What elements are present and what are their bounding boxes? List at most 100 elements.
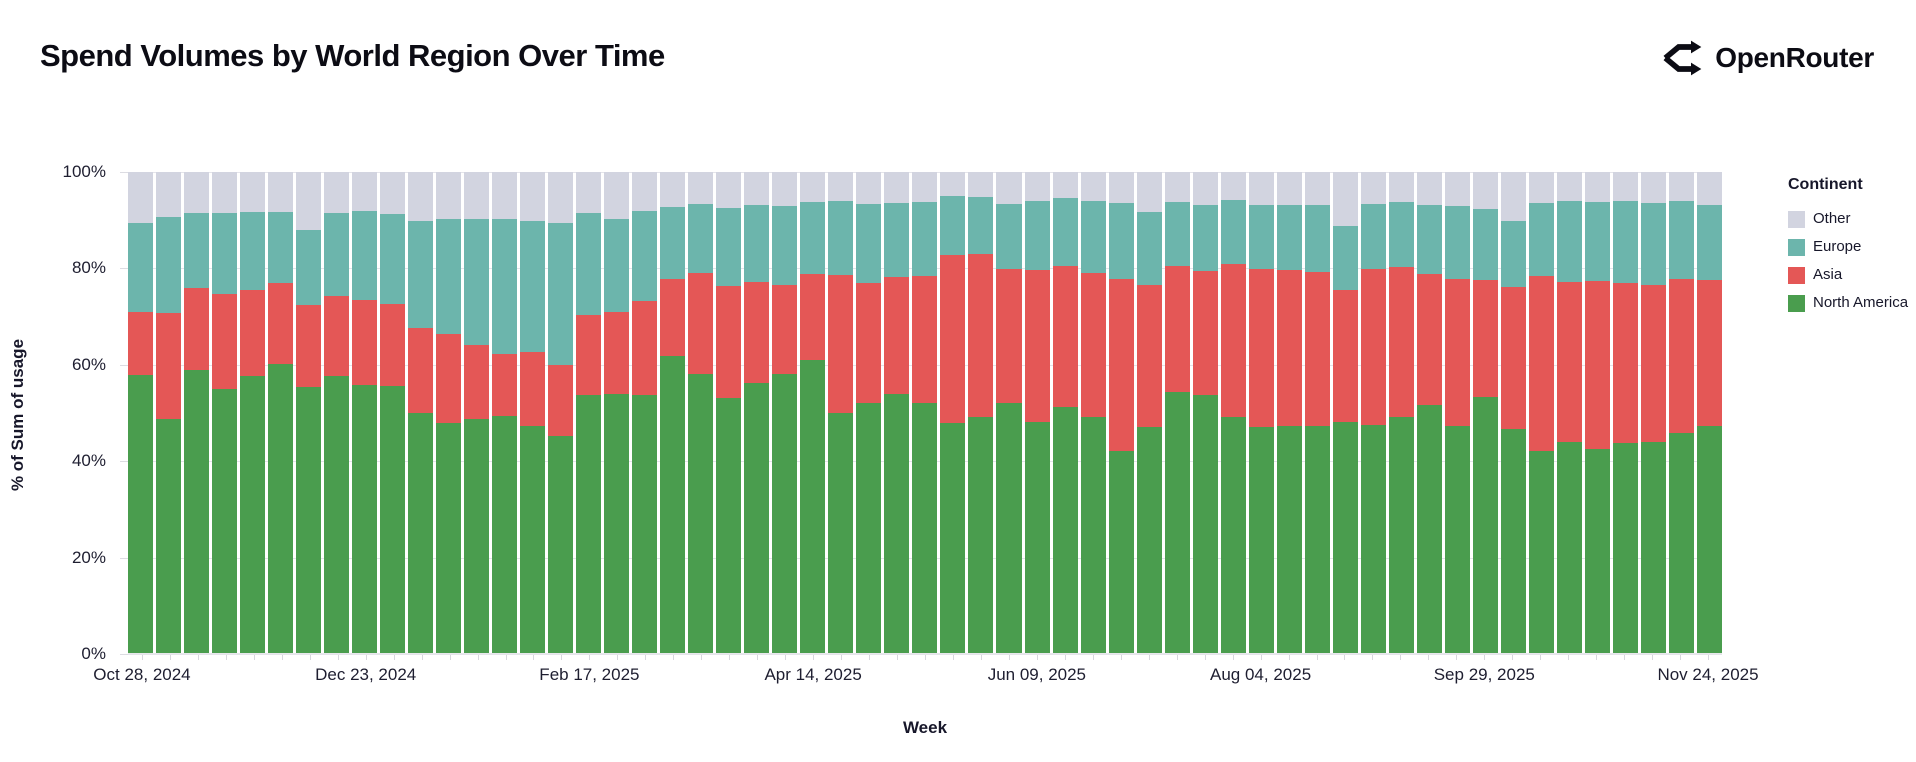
bar-segment-asia[interactable] [576, 315, 602, 396]
bar-segment-asia[interactable] [212, 294, 238, 389]
bar-segment-europe[interactable] [1304, 205, 1330, 272]
bar-segment-asia[interactable] [324, 296, 350, 377]
bar-segment-other[interactable] [1612, 172, 1638, 202]
bar-segment-europe[interactable] [296, 230, 322, 306]
bar-segment-asia[interactable] [1388, 266, 1414, 418]
bar-segment-other[interactable] [1220, 172, 1246, 200]
bar-segment-north-america[interactable] [1388, 417, 1414, 653]
bar-segment-north-america[interactable] [856, 402, 882, 653]
bar-segment-asia[interactable] [1472, 279, 1498, 398]
bar-segment-asia[interactable] [1220, 263, 1246, 418]
bar-segment-other[interactable] [1500, 172, 1526, 221]
bar-segment-north-america[interactable] [240, 376, 266, 653]
bar-segment-europe[interactable] [324, 212, 350, 297]
bar-segment-asia[interactable] [1276, 269, 1302, 426]
bar-segment-other[interactable] [1248, 172, 1274, 205]
bar-segment-north-america[interactable] [968, 417, 994, 653]
bar-segment-asia[interactable] [548, 364, 574, 436]
bar-segment-north-america[interactable] [1024, 421, 1050, 653]
bar-segment-north-america[interactable] [548, 435, 574, 653]
bar-segment-other[interactable] [1164, 172, 1190, 202]
bar-segment-asia[interactable] [1444, 278, 1470, 426]
bar-segment-europe[interactable] [1668, 201, 1694, 279]
bar-segment-asia[interactable] [968, 254, 994, 418]
bar-segment-other[interactable] [156, 172, 182, 218]
bar-segment-north-america[interactable] [520, 426, 546, 653]
bar-segment-north-america[interactable] [184, 370, 210, 653]
bar-segment-europe[interactable] [1500, 220, 1526, 287]
bar-segment-other[interactable] [1360, 172, 1386, 204]
bar-segment-other[interactable] [1304, 172, 1330, 206]
bar-segment-europe[interactable] [464, 219, 490, 345]
bar-segment-other[interactable] [1276, 172, 1302, 206]
bar-segment-asia[interactable] [1248, 269, 1274, 427]
bar-segment-other[interactable] [1192, 172, 1218, 206]
bar-segment-north-america[interactable] [1108, 450, 1134, 653]
bar-segment-asia[interactable] [744, 282, 770, 384]
bar-segment-north-america[interactable] [212, 388, 238, 653]
bar-segment-other[interactable] [464, 172, 490, 220]
bar-segment-asia[interactable] [1640, 284, 1666, 442]
bar-segment-north-america[interactable] [1276, 425, 1302, 653]
bar-segment-north-america[interactable] [912, 403, 938, 653]
bar-segment-asia[interactable] [156, 313, 182, 420]
bar-segment-asia[interactable] [660, 278, 686, 356]
bar-segment-europe[interactable] [688, 203, 714, 273]
bar-segment-europe[interactable] [1612, 201, 1638, 284]
bar-segment-asia[interactable] [1304, 271, 1330, 426]
bar-segment-north-america[interactable] [688, 374, 714, 653]
bar-segment-north-america[interactable] [1640, 441, 1666, 653]
bar-segment-north-america[interactable] [1248, 426, 1274, 653]
bar-segment-north-america[interactable] [1696, 425, 1722, 653]
bar-segment-other[interactable] [576, 172, 602, 214]
bar-segment-asia[interactable] [1360, 269, 1386, 425]
bar-segment-north-america[interactable] [1136, 427, 1162, 653]
bar-segment-europe[interactable] [1528, 202, 1554, 277]
bar-segment-asia[interactable] [436, 333, 462, 423]
bar-segment-asia[interactable] [1024, 269, 1050, 422]
bar-segment-asia[interactable] [1556, 282, 1582, 442]
bar-segment-north-america[interactable] [1052, 406, 1078, 653]
bar-segment-north-america[interactable] [1584, 449, 1610, 653]
bar-segment-other[interactable] [828, 172, 854, 202]
bar-segment-other[interactable] [520, 172, 546, 222]
bar-segment-asia[interactable] [296, 305, 322, 388]
bar-segment-europe[interactable] [1024, 201, 1050, 270]
bar-segment-other[interactable] [380, 172, 406, 215]
bar-segment-other[interactable] [1556, 172, 1582, 202]
bar-segment-asia[interactable] [492, 353, 518, 416]
bar-segment-other[interactable] [772, 172, 798, 207]
bar-segment-other[interactable] [996, 172, 1022, 204]
bar-segment-asia[interactable] [1668, 278, 1694, 433]
bar-segment-north-america[interactable] [156, 419, 182, 653]
bar-segment-north-america[interactable] [1164, 392, 1190, 653]
bar-segment-asia[interactable] [1500, 286, 1526, 429]
bar-segment-europe[interactable] [156, 217, 182, 314]
bar-segment-north-america[interactable] [772, 374, 798, 653]
bar-segment-other[interactable] [744, 172, 770, 206]
bar-segment-europe[interactable] [1472, 208, 1498, 280]
bar-segment-asia[interactable] [800, 273, 826, 360]
bar-segment-asia[interactable] [1052, 265, 1078, 407]
bar-segment-europe[interactable] [1696, 204, 1722, 280]
bar-segment-north-america[interactable] [884, 394, 910, 653]
bar-segment-asia[interactable] [1164, 265, 1190, 393]
bar-segment-other[interactable] [884, 172, 910, 203]
bar-segment-europe[interactable] [184, 213, 210, 288]
bar-segment-europe[interactable] [828, 201, 854, 276]
bar-segment-north-america[interactable] [1332, 422, 1358, 653]
bar-segment-other[interactable] [492, 172, 518, 219]
bar-segment-europe[interactable] [912, 201, 938, 277]
bar-segment-asia[interactable] [1612, 283, 1638, 443]
bar-segment-north-america[interactable] [492, 415, 518, 653]
bar-segment-asia[interactable] [352, 299, 378, 385]
bar-segment-north-america[interactable] [268, 364, 294, 653]
bar-segment-other[interactable] [1052, 172, 1078, 198]
bar-segment-asia[interactable] [1696, 279, 1722, 426]
bar-segment-other[interactable] [940, 172, 966, 196]
bar-segment-other[interactable] [1640, 172, 1666, 203]
bar-segment-north-america[interactable] [436, 422, 462, 653]
bar-segment-north-america[interactable] [1556, 441, 1582, 653]
bar-segment-north-america[interactable] [604, 393, 630, 653]
bar-segment-europe[interactable] [1136, 211, 1162, 285]
